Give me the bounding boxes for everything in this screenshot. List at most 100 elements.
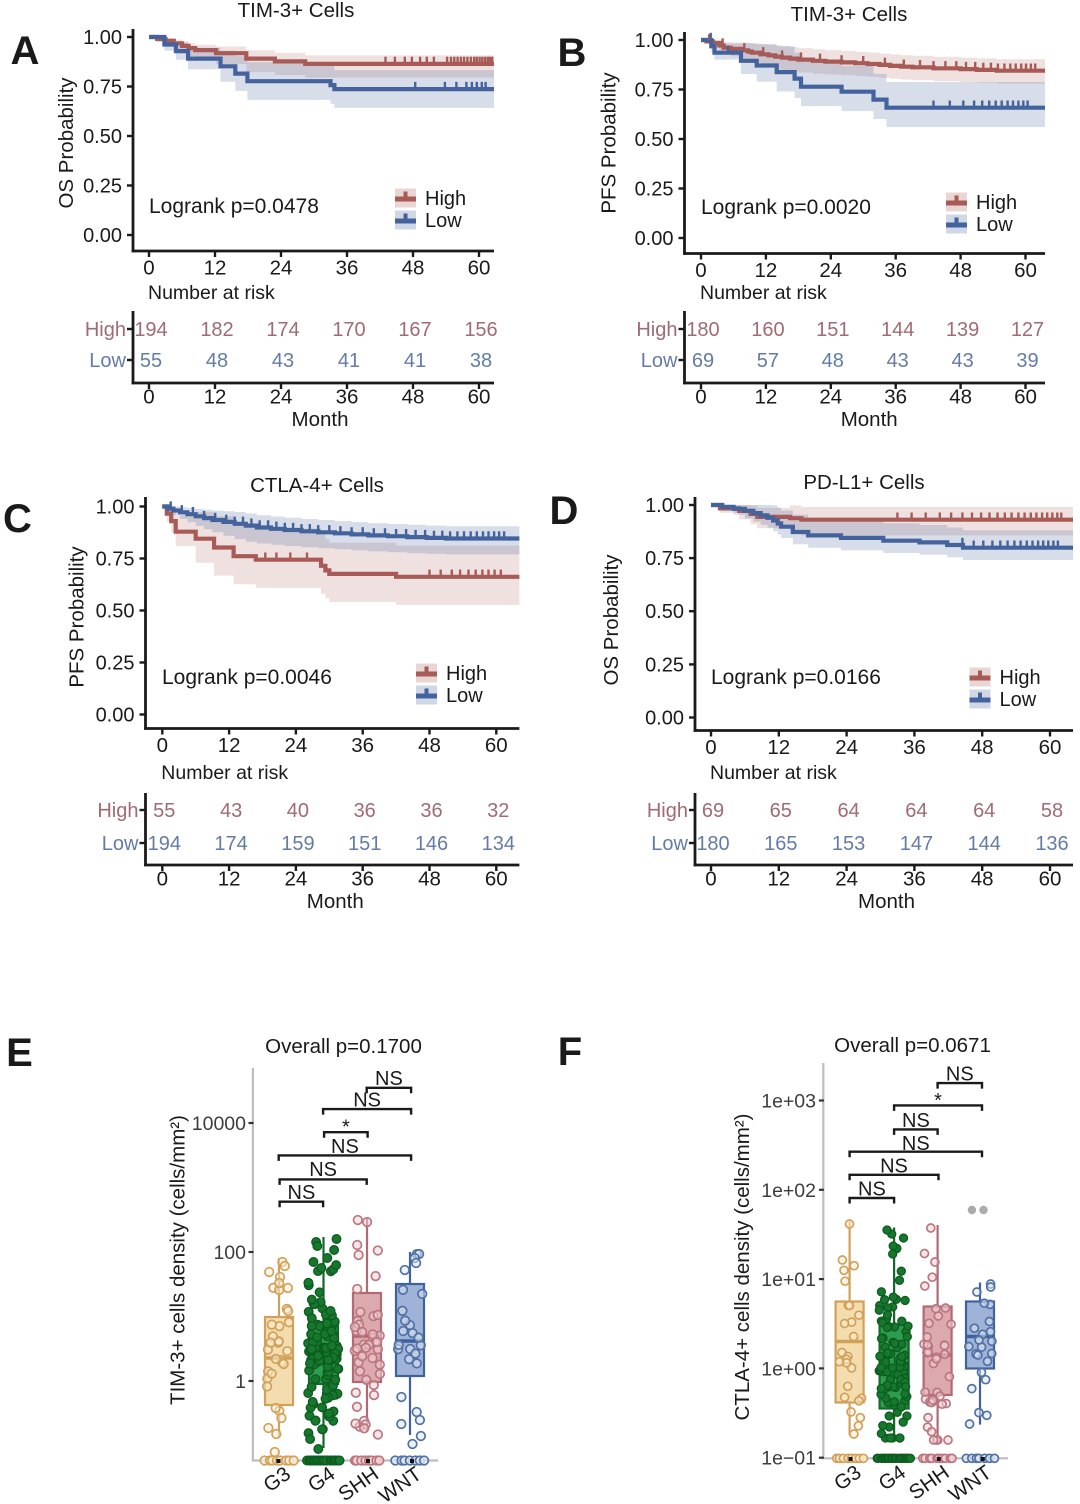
svg-text:0.00: 0.00 — [635, 228, 674, 250]
svg-text:60: 60 — [468, 386, 491, 409]
svg-text:0.50: 0.50 — [635, 129, 674, 151]
svg-text:10000: 10000 — [192, 1113, 246, 1135]
svg-text:48: 48 — [971, 736, 994, 759]
svg-text:CTLA-4+ Cells: CTLA-4+ Cells — [250, 474, 384, 497]
svg-text:41: 41 — [404, 350, 426, 372]
svg-text:24: 24 — [819, 386, 842, 409]
svg-text:1e+02: 1e+02 — [761, 1180, 816, 1202]
svg-text:High: High — [647, 800, 688, 822]
svg-text:36: 36 — [351, 868, 374, 891]
svg-text:194: 194 — [148, 833, 181, 855]
svg-text:55: 55 — [153, 800, 175, 822]
svg-text:Number at risk: Number at risk — [710, 762, 837, 784]
svg-text:PD-L1+ Cells: PD-L1+ Cells — [803, 471, 924, 494]
svg-text:F: F — [558, 1030, 582, 1074]
svg-text:0.25: 0.25 — [645, 654, 684, 676]
svg-text:0: 0 — [695, 386, 706, 409]
svg-text:NS: NS — [353, 1090, 381, 1112]
svg-text:182: 182 — [200, 319, 233, 341]
svg-text:127: 127 — [1011, 319, 1044, 341]
svg-text:High: High — [425, 188, 466, 210]
svg-text:CTLA-4+ cells density (cells/m: CTLA-4+ cells density (cells/mm²) — [731, 1114, 754, 1421]
svg-text:0.75: 0.75 — [645, 548, 684, 570]
svg-text:24: 24 — [284, 868, 307, 891]
svg-text:159: 159 — [281, 833, 314, 855]
svg-text:167: 167 — [398, 319, 431, 341]
svg-text:48: 48 — [822, 350, 844, 372]
svg-text:0.00: 0.00 — [645, 708, 684, 730]
svg-text:36: 36 — [903, 736, 926, 759]
svg-text:0: 0 — [705, 736, 716, 759]
svg-text:36: 36 — [903, 868, 926, 891]
svg-text:36: 36 — [336, 386, 359, 409]
svg-text:36: 36 — [884, 259, 907, 282]
svg-text:0.00: 0.00 — [96, 705, 135, 727]
svg-text:170: 170 — [332, 319, 365, 341]
svg-text:60: 60 — [485, 868, 508, 891]
svg-text:*: * — [342, 1117, 350, 1139]
svg-text:1.00: 1.00 — [645, 495, 684, 517]
svg-text:0.50: 0.50 — [645, 601, 684, 623]
svg-text:Logrank p=0.0020: Logrank p=0.0020 — [701, 196, 871, 219]
svg-text:32: 32 — [487, 800, 509, 822]
svg-text:64: 64 — [905, 800, 927, 822]
svg-text:1e−01: 1e−01 — [761, 1448, 816, 1470]
svg-text:12: 12 — [218, 734, 241, 757]
svg-text:Overall p=0.1700: Overall p=0.1700 — [265, 1035, 422, 1058]
svg-text:24: 24 — [835, 736, 858, 759]
svg-text:Low: Low — [446, 685, 483, 707]
svg-text:60: 60 — [468, 257, 491, 280]
svg-text:E: E — [6, 1031, 33, 1075]
svg-text:48: 48 — [971, 868, 994, 891]
svg-text:0.25: 0.25 — [96, 653, 135, 675]
svg-text:0.75: 0.75 — [96, 549, 135, 571]
svg-text:Number at risk: Number at risk — [161, 762, 288, 784]
svg-text:NS: NS — [309, 1159, 337, 1181]
svg-text:160: 160 — [751, 319, 784, 341]
svg-text:153: 153 — [832, 833, 865, 855]
svg-text:57: 57 — [757, 350, 779, 372]
svg-text:24: 24 — [284, 734, 307, 757]
svg-text:A: A — [11, 29, 40, 73]
svg-text:12: 12 — [754, 259, 777, 282]
svg-text:64: 64 — [837, 800, 859, 822]
svg-text:Month: Month — [858, 890, 915, 913]
svg-text:Low: Low — [89, 350, 126, 372]
svg-text:0.25: 0.25 — [83, 176, 122, 198]
svg-text:Month: Month — [307, 890, 364, 913]
svg-text:Logrank p=0.0478: Logrank p=0.0478 — [149, 195, 319, 218]
svg-text:48: 48 — [418, 868, 441, 891]
svg-text:TIM-3+ Cells: TIM-3+ Cells — [238, 0, 355, 22]
svg-text:60: 60 — [1039, 736, 1062, 759]
svg-text:24: 24 — [835, 868, 858, 891]
svg-text:Overall p=0.0671: Overall p=0.0671 — [834, 1034, 991, 1057]
svg-text:Low: Low — [641, 350, 678, 372]
svg-text:139: 139 — [946, 319, 979, 341]
svg-text:NS: NS — [331, 1136, 359, 1158]
svg-text:0: 0 — [143, 386, 154, 409]
svg-text:0.25: 0.25 — [635, 179, 674, 201]
svg-text:Month: Month — [292, 408, 349, 431]
svg-text:151: 151 — [816, 319, 849, 341]
svg-text:60: 60 — [1014, 259, 1037, 282]
svg-text:36: 36 — [351, 734, 374, 757]
svg-text:Low: Low — [425, 210, 462, 232]
svg-text:Low: Low — [102, 833, 139, 855]
svg-text:OS Probability: OS Probability — [600, 554, 623, 686]
svg-text:136: 136 — [1035, 833, 1068, 855]
svg-text:Number at risk: Number at risk — [700, 282, 827, 304]
svg-text:24: 24 — [270, 257, 293, 280]
svg-text:NS: NS — [858, 1179, 886, 1201]
svg-text:144: 144 — [968, 833, 1001, 855]
svg-text:High: High — [97, 800, 138, 822]
svg-text:High: High — [446, 663, 487, 685]
svg-text:B: B — [558, 31, 587, 75]
svg-text:38: 38 — [470, 350, 492, 372]
svg-text:174: 174 — [214, 833, 247, 855]
svg-text:41: 41 — [338, 350, 360, 372]
svg-text:40: 40 — [287, 800, 309, 822]
svg-text:1e+01: 1e+01 — [761, 1269, 816, 1291]
svg-text:39: 39 — [1016, 350, 1038, 372]
svg-text:C: C — [3, 497, 32, 541]
svg-text:High: High — [1000, 667, 1041, 689]
